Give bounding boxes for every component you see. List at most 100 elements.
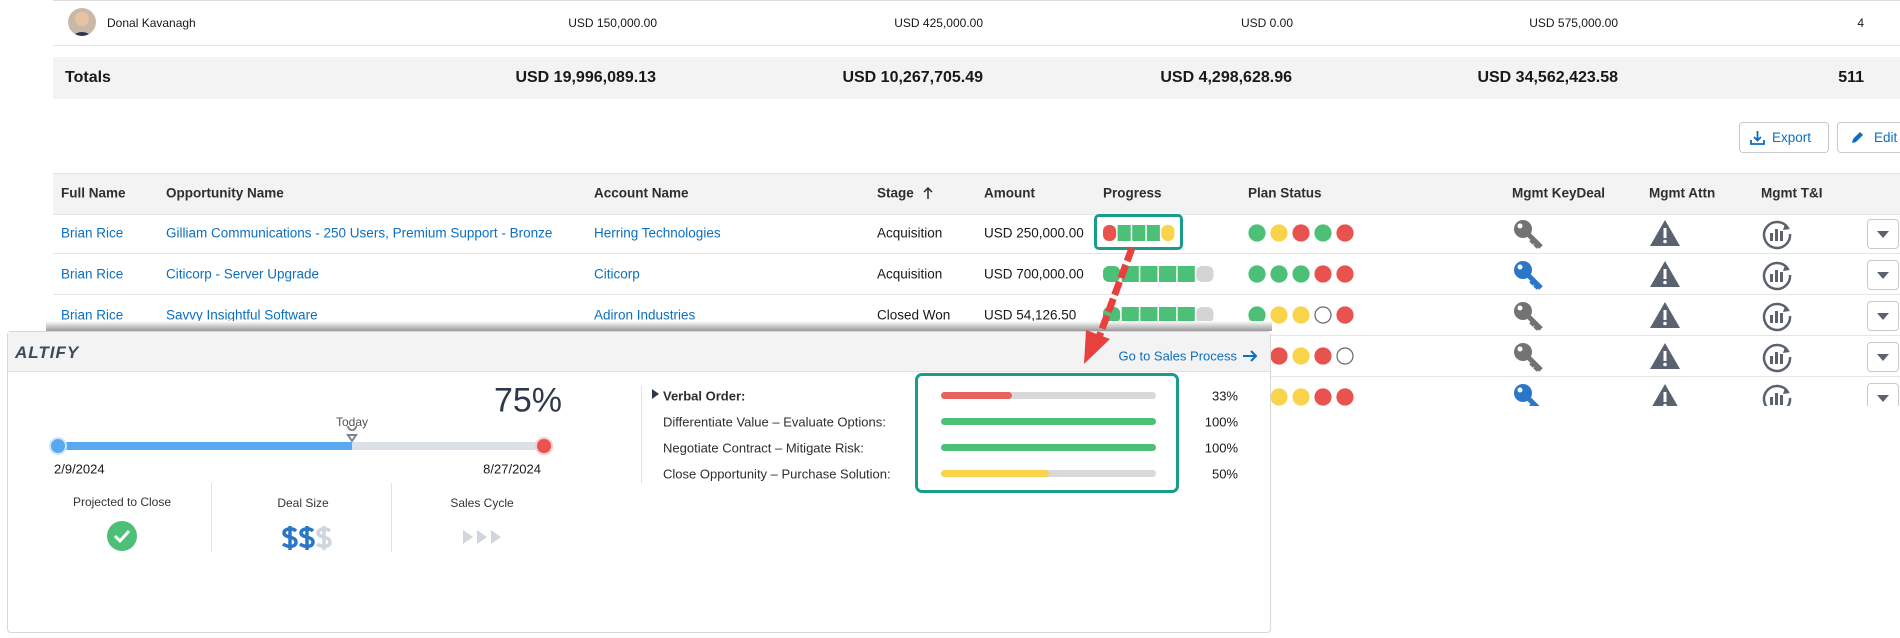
logo: ALTIFY [15, 343, 80, 362]
chevron [1877, 231, 1889, 238]
metric-label: Deal Size [277, 496, 329, 510]
key-icon [1512, 341, 1546, 378]
amount: USD 575,000.00 [1529, 16, 1618, 30]
amount: USD 700,000.00 [984, 266, 1084, 282]
sales-cycle-icon [463, 530, 501, 544]
sort-arrow [923, 186, 933, 199]
account-link[interactable]: Herring Technologies [594, 225, 721, 241]
column-header: Mgmt KeyDeal [1512, 185, 1606, 201]
sales-process-link[interactable]: Go to Sales Process [1118, 348, 1238, 364]
chevron [1877, 354, 1889, 361]
sort-icon [923, 186, 933, 205]
progress-popup: ALTIFY Go to Sales Process 75% Today 2/9… [7, 331, 1271, 633]
progress [1103, 266, 1215, 287]
popup-shadow [46, 321, 1272, 331]
total-count: 511 [1838, 69, 1864, 86]
chevron [1877, 313, 1889, 320]
owner-link[interactable]: Brian Rice [61, 307, 124, 323]
opportunity-link[interactable]: Savvy Insightful Software [166, 307, 318, 323]
avatar [68, 8, 96, 36]
column-header: Plan Status [1248, 185, 1322, 201]
plan-status [1247, 264, 1357, 289]
attention-icon [1649, 260, 1681, 293]
ti-icon [1761, 259, 1793, 296]
key-icon [1512, 259, 1546, 296]
ti-icon [1761, 382, 1793, 406]
column-header: Account Name [594, 185, 689, 201]
progress-bar [1103, 266, 1214, 282]
chevron [1877, 272, 1889, 279]
column-header: Mgmt T&I [1761, 185, 1823, 201]
row-menu[interactable] [1867, 301, 1899, 331]
stage-bar [941, 470, 1049, 477]
account-link[interactable]: Citicorp [594, 266, 640, 282]
opportunity-link[interactable]: Gilliam Communications - 250 Users, Prem… [166, 225, 553, 241]
column-header: Mgmt Attn [1649, 185, 1716, 201]
stage-percent: 100% [1204, 440, 1238, 456]
divider [641, 386, 642, 483]
row-menu[interactable] [1867, 383, 1899, 406]
popup-header [8, 332, 1270, 372]
warning [1650, 261, 1680, 287]
stage-bar [941, 418, 1156, 425]
stage-bar [941, 392, 1012, 399]
plan-status [1247, 387, 1357, 406]
key [1514, 220, 1543, 249]
attention-icon [1649, 301, 1681, 334]
start-date: 2/9/2024 [54, 461, 105, 477]
key [1514, 343, 1543, 372]
row-divider [53, 45, 1900, 46]
ti-icon [1761, 341, 1793, 378]
chart-cycle [1762, 384, 1792, 406]
key [1514, 384, 1540, 406]
stage-label: Differentiate Value – Evaluate Options: [663, 414, 886, 430]
opportunity-link[interactable]: Citicorp - Server Upgrade [166, 266, 320, 282]
highlight-box [1094, 214, 1183, 250]
highlight-box [915, 373, 1179, 493]
key-icon [1512, 300, 1546, 337]
ti-icon [1761, 300, 1793, 337]
stage: Acquisition [877, 225, 943, 241]
stage: Closed Won [877, 307, 951, 323]
row-divider [53, 294, 1900, 295]
progress-bar [1103, 225, 1175, 241]
warning [1652, 384, 1678, 406]
stage-percent: 100% [1204, 414, 1238, 430]
export-button[interactable]: Export [1739, 122, 1829, 153]
edit-icon [1852, 132, 1863, 143]
owner-link[interactable]: Brian Rice [61, 266, 124, 282]
attention-icon [1649, 383, 1681, 406]
stage-label: Verbal Order: [663, 388, 746, 404]
stage-label: Negotiate Contract – Mitigate Risk: [663, 440, 864, 456]
stage-percent: 50% [1211, 466, 1238, 482]
row-menu[interactable] [1867, 219, 1899, 249]
plan-dots [1248, 306, 1354, 324]
chart-cycle [1762, 220, 1792, 250]
key-icon [1512, 218, 1546, 255]
percent-complete: 75% [493, 381, 563, 420]
owner-link[interactable]: Brian Rice [61, 225, 124, 241]
edit-button[interactable]: Edit [1837, 122, 1900, 153]
account-link[interactable]: Adiron Industries [594, 307, 696, 323]
stage: Acquisition [877, 266, 943, 282]
row-divider [53, 253, 1900, 254]
timeline [49, 426, 553, 455]
export-label: Export [1772, 130, 1812, 145]
totals-row [53, 57, 1900, 99]
summary-table [53, 0, 1900, 57]
total: USD 19,996,089.13 [515, 69, 656, 86]
warning [1650, 302, 1680, 328]
person-name: Donal Kavanagh [107, 16, 196, 30]
row-menu[interactable] [1867, 260, 1899, 290]
warning [1650, 343, 1680, 369]
stage-percent: 33% [1211, 388, 1238, 404]
chart-cycle [1762, 302, 1792, 332]
row-menu[interactable] [1867, 342, 1899, 372]
metric-label: Sales Cycle [450, 496, 514, 510]
progress [1103, 225, 1176, 246]
count: 4 [1857, 16, 1864, 30]
amount: USD 54,126.50 [984, 307, 1077, 323]
key-icon [1512, 382, 1546, 406]
total: USD 34,562,423.58 [1477, 69, 1618, 86]
